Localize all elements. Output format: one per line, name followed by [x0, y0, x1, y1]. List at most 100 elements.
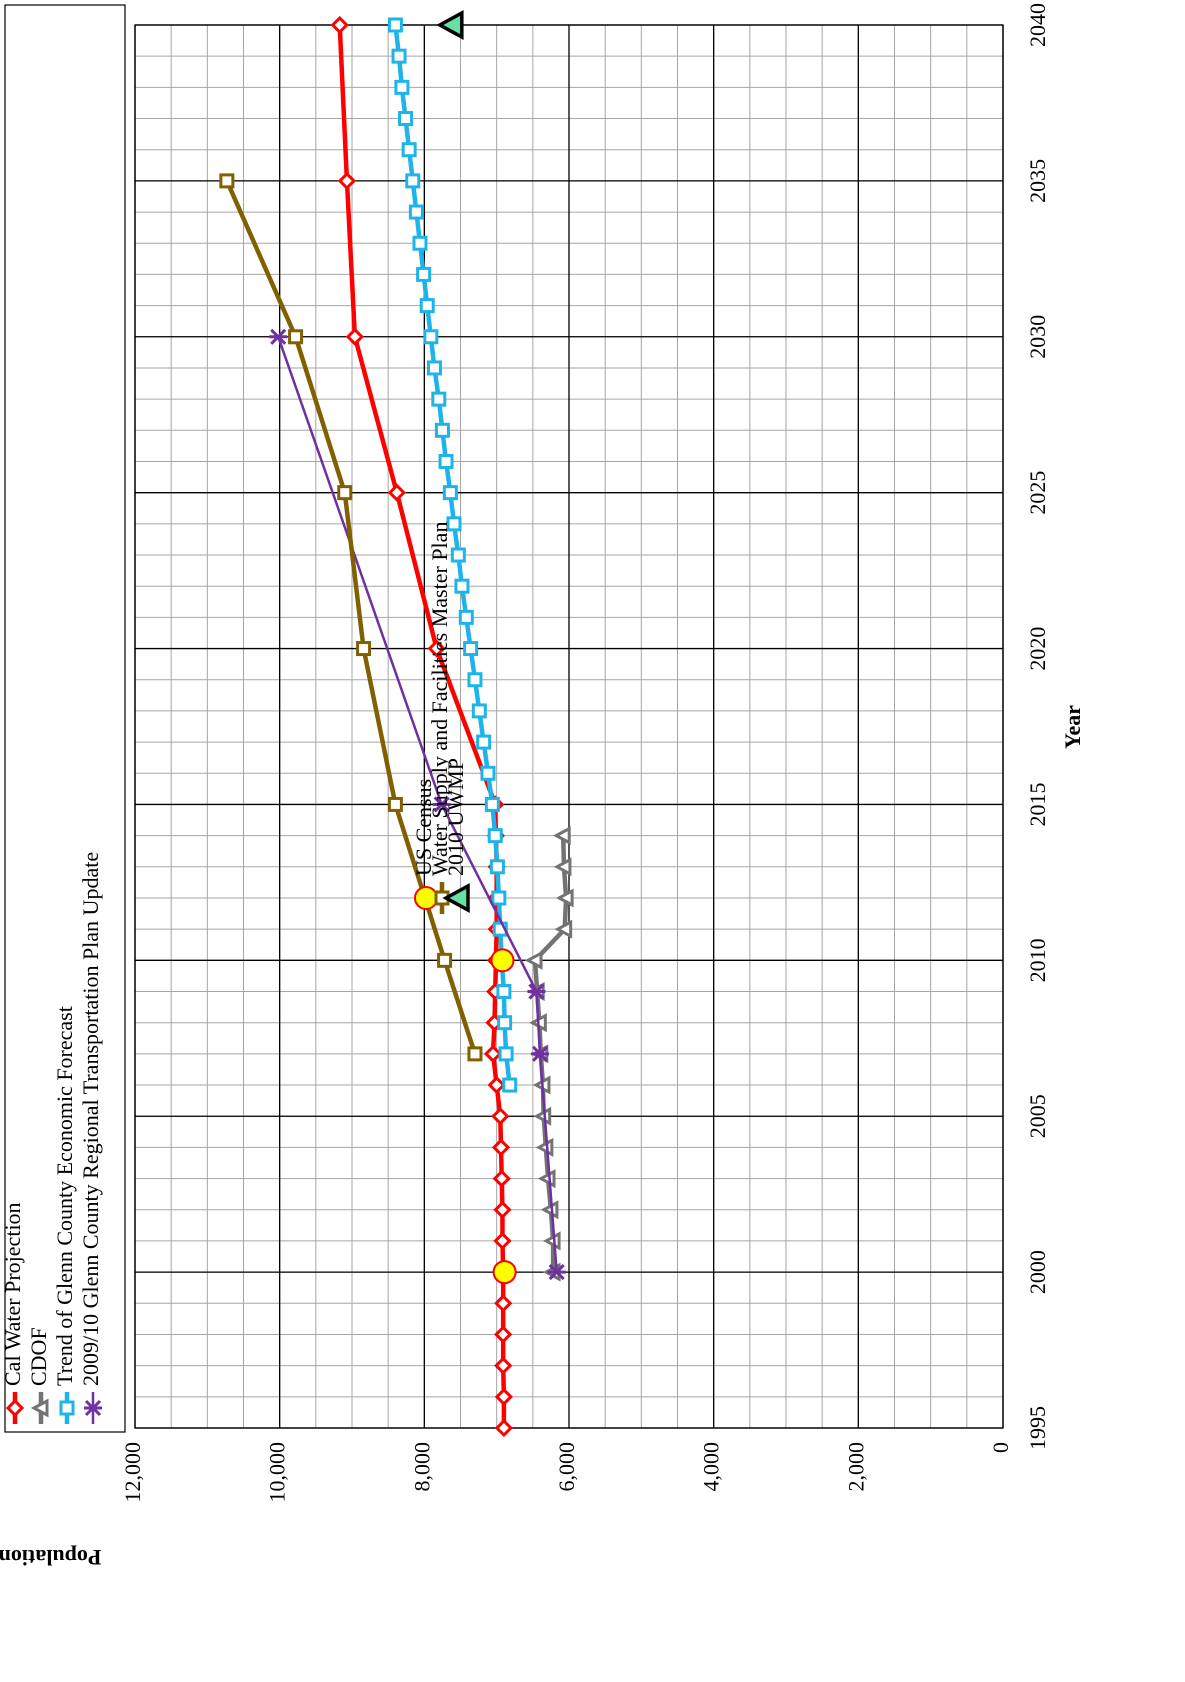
x-axis-title: Year — [1060, 705, 1085, 749]
data-point — [345, 327, 365, 346]
data-point — [496, 984, 512, 1000]
data-point — [288, 329, 304, 345]
data-point — [330, 15, 349, 35]
y-axis-title: Population — [0, 1545, 101, 1570]
data-point — [431, 391, 447, 407]
legend-label: Trend of Glenn County Economic Forecast — [52, 1006, 77, 1386]
data-point — [498, 1046, 514, 1062]
x-tick-label: 2015 — [1025, 782, 1050, 826]
data-point — [480, 765, 496, 781]
data-point — [527, 983, 546, 1000]
legend-label: US Census — [411, 779, 436, 876]
data-point — [493, 1200, 512, 1219]
data-point — [467, 1046, 483, 1062]
data-point — [492, 1260, 517, 1285]
data-point — [356, 641, 372, 657]
x-tick-label: 1995 — [1025, 1406, 1050, 1450]
data-point — [446, 516, 462, 532]
data-point — [427, 639, 446, 658]
data-point — [492, 1169, 511, 1188]
data-point — [450, 547, 466, 563]
legend-marker — [59, 1400, 75, 1416]
data-point — [493, 1231, 512, 1251]
data-point — [491, 1107, 510, 1126]
data-point — [387, 17, 403, 33]
data-point — [458, 609, 474, 625]
legend-label: 2010 UWMP — [443, 758, 468, 876]
y-tick-label: 0 — [988, 1442, 1013, 1453]
legend-marker — [414, 886, 438, 910]
legend-marker — [5, 1398, 25, 1418]
data-point — [524, 950, 543, 970]
data-point — [531, 1045, 550, 1062]
data-point — [438, 453, 454, 469]
data-point — [553, 826, 571, 846]
legend-label: 2009/10 Glenn County Regional Transporta… — [78, 852, 103, 1386]
x-tick-label: 2005 — [1025, 1094, 1050, 1138]
data-point — [437, 952, 453, 968]
data-point — [494, 1294, 513, 1313]
data-point — [471, 703, 487, 719]
data-point — [540, 1200, 559, 1220]
x-tick-label: 2020 — [1025, 627, 1050, 671]
data-point — [533, 1106, 552, 1126]
data-point — [467, 672, 483, 688]
data-point — [497, 1015, 513, 1031]
data-point — [423, 329, 439, 345]
chart-body: Year Population 1995 2000 2005 2010 2015 2020… — [0, 3, 1085, 1570]
data-point — [502, 1077, 518, 1093]
data-point — [476, 734, 492, 750]
data-point — [489, 859, 505, 875]
legend-marker — [84, 1399, 102, 1417]
data-point — [408, 204, 424, 220]
data-point — [494, 1356, 513, 1375]
data-point — [394, 79, 410, 95]
data-point — [491, 890, 507, 906]
y-tick-label: 4,000 — [699, 1442, 724, 1492]
x-tick-label: 2030 — [1025, 315, 1050, 359]
legend-marker — [442, 883, 470, 913]
data-point — [387, 483, 406, 502]
data-point — [490, 948, 515, 973]
x-tick-label: 2035 — [1025, 159, 1050, 203]
data-point — [419, 298, 435, 314]
data-point — [494, 1387, 514, 1406]
y-tick-label: 10,000 — [265, 1442, 290, 1503]
legend-label: Cal Water Projection — [0, 1202, 25, 1386]
grid — [134, 24, 1004, 1429]
data-point — [454, 578, 470, 594]
data-point — [494, 1325, 513, 1344]
y-tick-label: 12,000 — [120, 1442, 145, 1503]
data-point — [401, 142, 417, 158]
x-tick-label: 2000 — [1025, 1250, 1050, 1294]
data-point — [337, 485, 353, 501]
legend-box — [4, 4, 126, 1433]
y-tick-label: 8,000 — [409, 1442, 434, 1492]
legend-marker — [30, 1398, 49, 1418]
x-tick-label: 2040 — [1025, 3, 1050, 47]
data-point — [387, 796, 403, 812]
x-tick-label: 2025 — [1025, 471, 1050, 515]
data-point — [491, 1138, 511, 1157]
plot — [219, 10, 574, 1438]
data-point — [547, 1264, 566, 1281]
legend-label: CDOF — [26, 1327, 51, 1386]
data-point — [554, 919, 573, 939]
data-point — [484, 796, 500, 812]
y-tick-label: 2,000 — [843, 1442, 868, 1492]
x-tick-label: 2010 — [1025, 938, 1050, 982]
data-point — [391, 48, 407, 64]
data-point — [398, 111, 414, 127]
data-point — [337, 171, 357, 191]
data-point — [553, 857, 572, 877]
data-point — [463, 641, 479, 657]
data-point — [412, 235, 428, 251]
y-tick-label: 6,000 — [554, 1442, 579, 1492]
data-point — [487, 828, 503, 844]
data-point — [416, 266, 432, 282]
plot-border — [134, 24, 1004, 1429]
data-point — [494, 1418, 514, 1438]
legend-label: Water Supply and Facilities Master Plan — [427, 522, 452, 876]
